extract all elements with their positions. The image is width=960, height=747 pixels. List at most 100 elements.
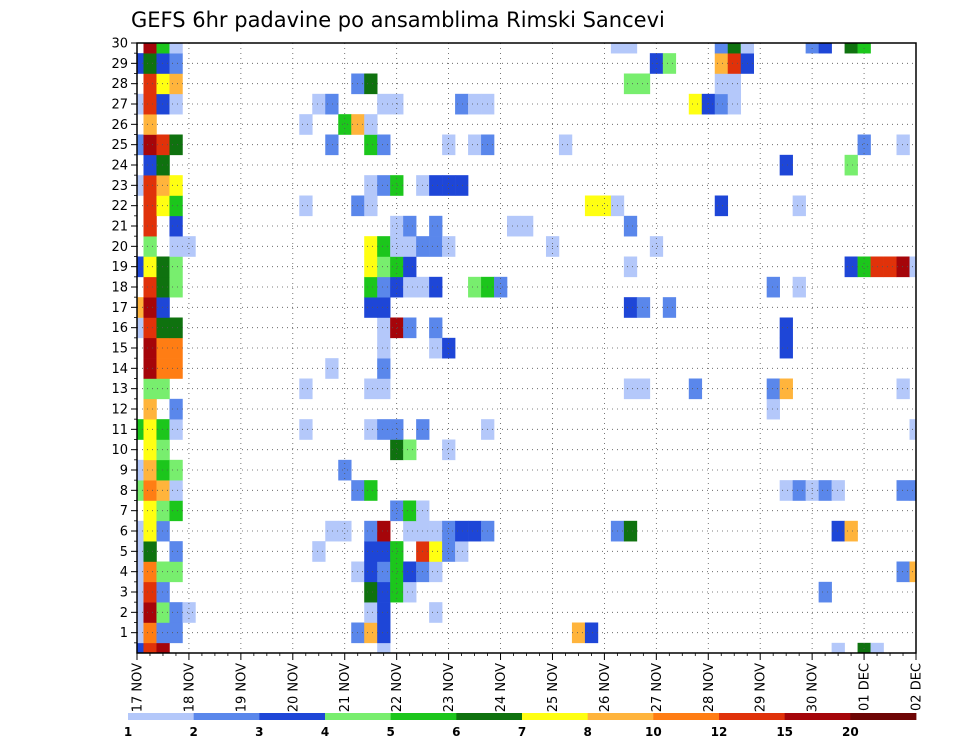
heatmap-cell [169, 195, 183, 217]
heatmap-cell [844, 520, 858, 542]
heatmap-cell [857, 134, 871, 156]
heatmap-cell [156, 500, 170, 522]
heatmap-cell [442, 175, 456, 196]
heatmap-cell [364, 256, 378, 278]
heatmap-cell [390, 93, 404, 115]
colorbar-tick-label: 6 [452, 725, 460, 739]
heatmap-cell [623, 256, 638, 278]
heatmap-cell [403, 256, 417, 278]
heatmap-cell [636, 73, 651, 95]
heatmap-cell [818, 43, 832, 54]
heatmap-cell [143, 256, 157, 278]
heatmap-cell [377, 93, 391, 115]
colorbar-segment [653, 713, 720, 720]
y-tick-label: 13 [111, 382, 128, 397]
heatmap-cell [364, 175, 378, 196]
heatmap-cell [662, 53, 677, 74]
heatmap-cell [364, 114, 378, 135]
heatmap-cell [156, 602, 170, 623]
heatmap-cell [156, 358, 170, 379]
heatmap-cell [818, 581, 832, 603]
heatmap-cell [143, 43, 157, 54]
heatmap-cell [143, 480, 157, 501]
heatmap-cell [584, 195, 599, 217]
colorbar-tick-label: 2 [189, 725, 197, 739]
heatmap-cell [844, 43, 858, 54]
y-tick-label: 19 [111, 260, 128, 275]
heatmap-cell [143, 358, 157, 379]
x-tick-label: 22 NOV [390, 663, 405, 712]
heatmap-cell [792, 480, 806, 501]
heatmap-cell [364, 520, 378, 542]
heatmap-cell [377, 419, 391, 440]
x-tick-label: 25 NOV [546, 663, 561, 712]
heatmap-cell [403, 276, 417, 298]
y-tick-label: 11 [111, 423, 128, 438]
heatmap-cell [137, 419, 144, 440]
heatmap-cell [156, 43, 170, 54]
heatmap-cell [169, 419, 183, 440]
heatmap-cell [377, 297, 391, 318]
heatmap-cell [727, 53, 742, 74]
heatmap-cell [169, 541, 183, 562]
heatmap-cell [143, 114, 157, 135]
heatmap-cell [727, 93, 742, 115]
heatmap-cell [338, 459, 352, 481]
heatmap-cell [156, 134, 170, 156]
heatmap-cell [377, 561, 391, 583]
heatmap-cell [169, 480, 183, 501]
x-tick-label: 24 NOV [494, 663, 509, 712]
heatmap-cell [137, 642, 144, 654]
heatmap-cell [468, 93, 482, 115]
heatmap-cell [727, 73, 742, 95]
heatmap-cell [312, 93, 326, 115]
heatmap-cell [403, 215, 417, 237]
heatmap-cell [364, 134, 378, 156]
heatmap-cell [844, 154, 858, 176]
heatmap-cell [455, 93, 469, 115]
heatmap-cell [156, 642, 170, 654]
colorbar-tick-label: 12 [711, 725, 728, 739]
heatmap-cell [169, 561, 183, 583]
heatmap-cell [137, 317, 144, 339]
heatmap-cell [584, 622, 599, 644]
heatmap-cell [896, 561, 910, 583]
heatmap-cell [338, 114, 352, 135]
y-tick-label: 10 [111, 443, 128, 458]
colorbar-segment [456, 713, 523, 720]
y-tick-label: 28 [111, 77, 128, 92]
heatmap-cell [143, 53, 157, 74]
heatmap-cell [143, 642, 157, 654]
heatmap-cell [403, 581, 417, 603]
heatmap-cell [701, 93, 716, 115]
heatmap-cell [137, 175, 144, 196]
heatmap-cell [299, 378, 313, 400]
y-tick-label: 15 [111, 342, 128, 357]
heatmap-cell [520, 215, 534, 237]
heatmap-cell [143, 581, 157, 603]
heatmap-cell [571, 622, 586, 644]
x-tick-label: 19 NOV [234, 663, 249, 712]
heatmap-cell [156, 297, 170, 318]
heatmap-cell [390, 419, 404, 440]
heatmap-cell [779, 480, 793, 501]
heatmap-cell [468, 134, 482, 156]
heatmap-cell [831, 480, 845, 501]
heatmap-cell [364, 622, 378, 644]
heatmap-cell [377, 378, 391, 400]
heatmap-cell [156, 337, 170, 359]
heatmap-cell [896, 134, 910, 156]
y-tick-label: 1 [120, 626, 128, 641]
heatmap-cell [169, 337, 183, 359]
heatmap-cell [299, 195, 313, 217]
heatmap-cell [714, 93, 729, 115]
heatmap-cell [831, 642, 845, 654]
heatmap-cell [143, 93, 157, 115]
y-tick-label: 27 [111, 98, 128, 113]
heatmap-cell [299, 114, 313, 135]
heatmap-cell [156, 459, 170, 481]
heatmap-cell [442, 236, 456, 257]
colorbar-segment [128, 713, 195, 720]
colorbar-segment [259, 713, 326, 720]
y-tick-label: 8 [120, 484, 128, 499]
